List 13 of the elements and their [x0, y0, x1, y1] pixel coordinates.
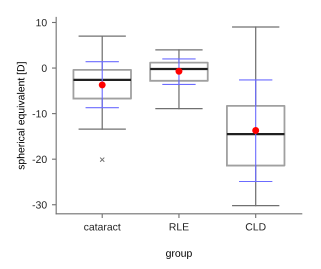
point — [98, 81, 106, 88]
y-tick-label: -30 — [32, 201, 47, 209]
x-tick-label: RLE — [170, 223, 189, 230]
x-tick-label: cataract — [84, 224, 121, 231]
x-tick-label: CLD — [246, 223, 266, 231]
y-axis-title: spherical equivalent [D] — [16, 62, 27, 170]
point — [252, 127, 260, 134]
point — [175, 68, 182, 75]
y-tick-label: 10 — [36, 18, 47, 26]
y-tick-label: 0 — [42, 64, 47, 72]
y-tick-label: -10 — [32, 110, 47, 118]
y-tick-label: -20 — [32, 156, 47, 164]
x-axis-title: group — [166, 251, 192, 259]
